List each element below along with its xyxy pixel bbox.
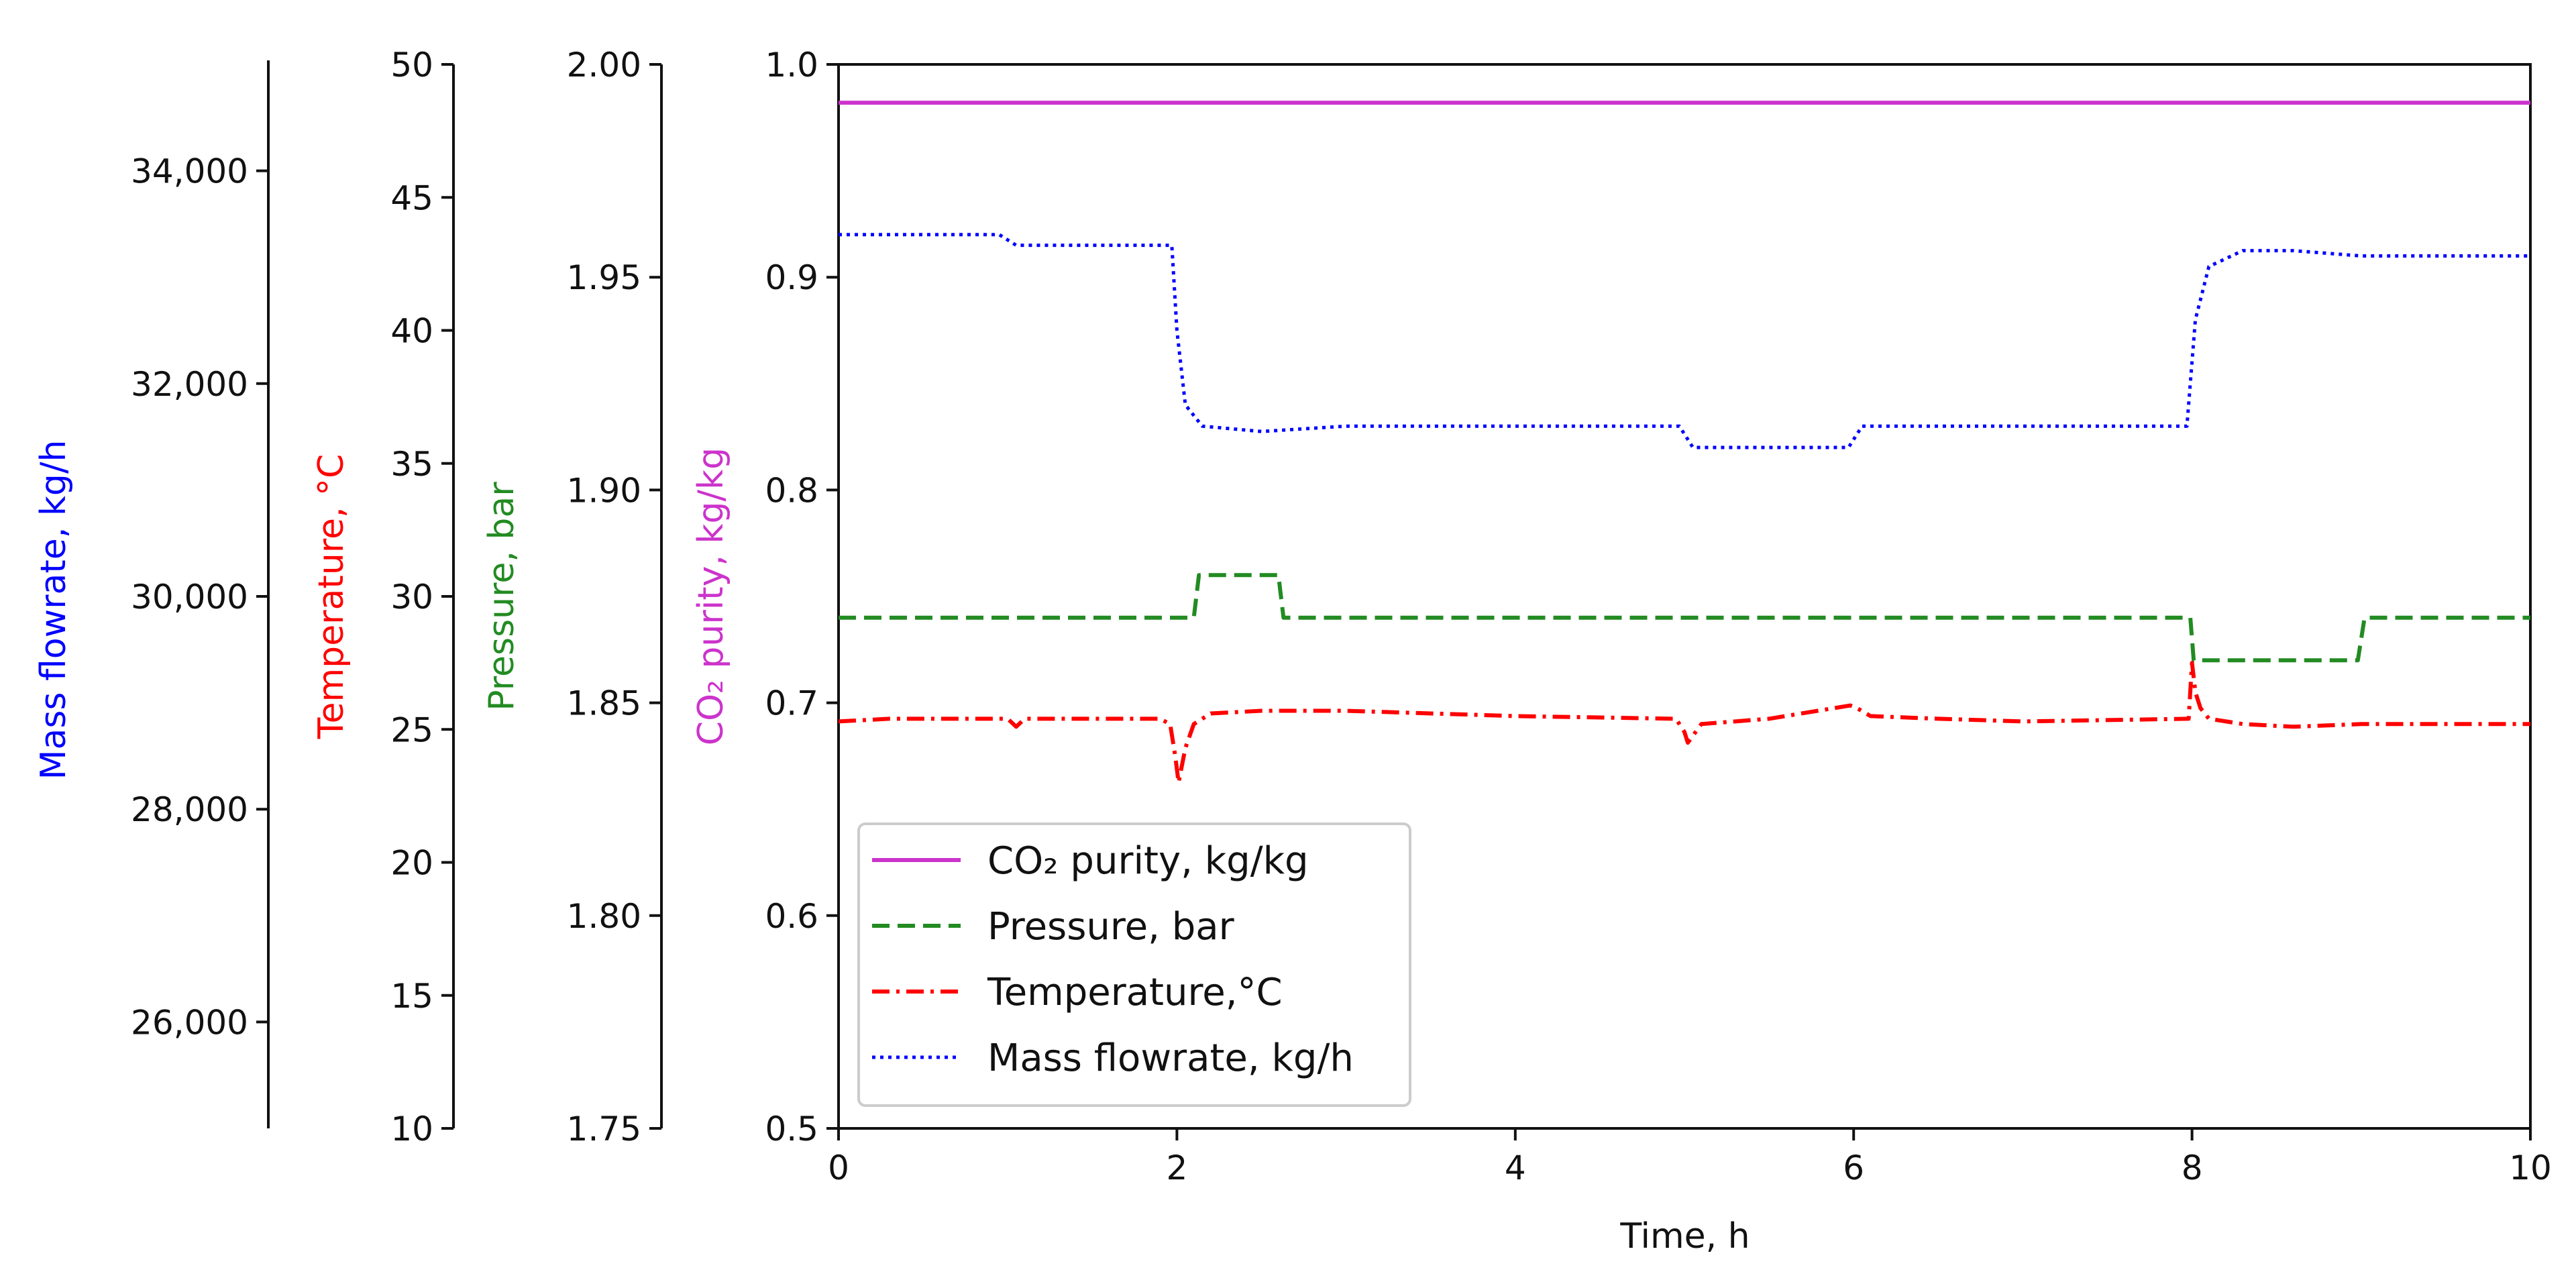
purity-axis-label: CO₂ purity, kg/kg — [691, 447, 731, 745]
pressure-tick-label: 2.00 — [567, 46, 641, 85]
x-tick-label: 6 — [1843, 1149, 1864, 1187]
temperature-tick-label: 20 — [390, 844, 433, 883]
legend-label-pressure: Pressure, bar — [987, 905, 1235, 949]
purity-tick-label: 0.8 — [765, 471, 818, 510]
temperature-tick-label: 30 — [390, 578, 433, 617]
series-layer — [838, 101, 2530, 785]
temperature-tick-label: 50 — [390, 46, 433, 85]
pressure-tick-label: 1.75 — [567, 1110, 641, 1149]
flow-axis-label: Mass flowrate, kg/h — [34, 440, 74, 780]
pressure-axis-label: Pressure, bar — [482, 482, 522, 711]
pressure-tick-label: 1.95 — [567, 258, 641, 297]
legend-label-temperature: Temperature,°C — [987, 971, 1283, 1014]
x-tick-label: 0 — [828, 1149, 849, 1187]
purity-tick-label: 0.6 — [765, 897, 818, 936]
flow-axis: 26,000 28,000 30,000 32,000 34,000 Mass flowr… — [34, 60, 270, 1128]
pressure-tick-label: 1.90 — [567, 471, 641, 510]
x-tick-label: 4 — [1505, 1149, 1526, 1187]
temperature-tick-label: 45 — [390, 178, 433, 217]
purity-tick-label: 0.7 — [765, 684, 818, 723]
legend: CO₂ purity, kg/kg Pressure, bar Temperatur… — [857, 822, 1411, 1107]
temperature-tick-label: 40 — [390, 312, 433, 351]
legend-box — [857, 822, 1411, 1107]
x-tick-label: 8 — [2182, 1149, 2203, 1187]
temperature-axis-label: Temperature, °C — [311, 454, 352, 740]
flow-tick-label: 34,000 — [131, 152, 248, 191]
x-axis-label: Time, h — [1619, 1216, 1750, 1257]
temperature-tick-label: 10 — [390, 1110, 433, 1149]
flow-tick-label: 32,000 — [131, 365, 248, 404]
series-line-flow — [839, 233, 2530, 449]
legend-label-purity: CO₂ purity, kg/kg — [987, 839, 1309, 883]
flow-tick-label: 26,000 — [131, 1003, 248, 1042]
temperature-axis: 10 15 20 25 30 35 40 45 50 Temperature, °C — [311, 46, 455, 1149]
flow-tick-label: 30,000 — [131, 578, 248, 617]
flow-tick-label: 28,000 — [131, 790, 248, 829]
pressure-tick-label: 1.85 — [567, 684, 641, 723]
temperature-tick-label: 15 — [390, 977, 433, 1016]
series-line-pressure — [839, 573, 2530, 663]
pressure-tick-label: 1.80 — [567, 897, 641, 936]
purity-tick-label: 1.0 — [765, 46, 818, 85]
temperature-tick-label: 25 — [390, 710, 433, 749]
x-tick-label: 2 — [1166, 1149, 1187, 1187]
x-tick-label: 10 — [2509, 1149, 2552, 1187]
purity-tick-label: 0.5 — [765, 1110, 818, 1149]
plot-frame — [837, 63, 2532, 1130]
temperature-tick-label: 35 — [390, 445, 433, 484]
purity-tick-label: 0.9 — [765, 258, 818, 297]
legend-label-flow: Mass flowrate, kg/h — [987, 1036, 1354, 1080]
series-line-temperature — [838, 661, 2530, 785]
purity-axis: 0.5 0.6 0.7 0.8 0.9 1.0 CO₂ purity, kg/kg — [691, 46, 839, 1149]
x-axis: 0 2 4 6 8 10 — [828, 1128, 2552, 1187]
pressure-axis: 1.75 1.80 1.85 1.90 1.95 2.00 Pressure, bar — [482, 46, 663, 1149]
